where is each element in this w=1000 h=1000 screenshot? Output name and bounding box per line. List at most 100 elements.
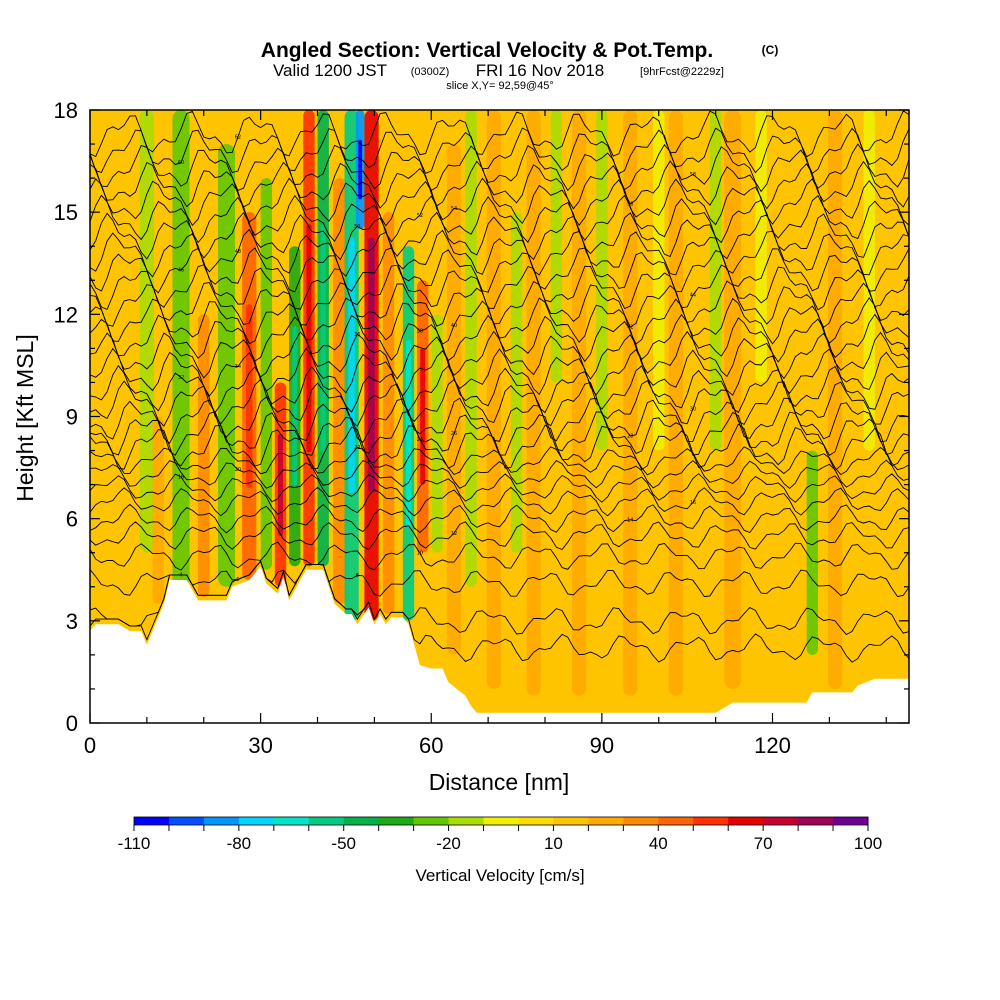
velocity-band-21 xyxy=(446,144,462,655)
theta-contour-label: 28 xyxy=(627,434,633,440)
velocity-band-6 xyxy=(217,144,236,587)
theta-contour-label: 42 xyxy=(627,325,633,331)
theta-contour-38 xyxy=(90,313,909,363)
colorbar-swatch xyxy=(658,817,694,825)
theta-contour-label: 10 xyxy=(417,551,423,557)
velocity-band-39 xyxy=(884,110,900,655)
y-tick-label: 12 xyxy=(54,302,78,327)
colorbar-swatch xyxy=(273,817,310,825)
velocity-band-33 xyxy=(724,110,742,689)
colorbar-label: Vertical Velocity [cm/s] xyxy=(415,866,584,885)
velocity-core-15 xyxy=(358,139,363,200)
velocity-band-23 xyxy=(486,110,501,689)
colorbar-swatch xyxy=(763,817,799,825)
theta-contour-label: 32 xyxy=(178,375,184,381)
velocity-band-31 xyxy=(668,110,683,696)
theta-contour-label: 54 xyxy=(451,206,457,212)
theta-contour-32 xyxy=(90,364,909,414)
theta-contour-8 xyxy=(90,560,909,598)
y-tick-label: 0 xyxy=(66,711,78,736)
x-tick-label: 30 xyxy=(248,733,272,758)
theta-contour-label: 22 xyxy=(354,445,360,451)
colorbar-swatch xyxy=(343,817,380,825)
velocity-band-20 xyxy=(431,314,443,553)
colorbar-swatch xyxy=(203,817,240,825)
theta-contour-label: 34 xyxy=(235,364,241,370)
theta-contour-label: 44 xyxy=(690,293,696,299)
colorbar-tick-label: 40 xyxy=(649,834,668,853)
theta-contour-6 xyxy=(90,560,909,636)
chart-title: Angled Section: Vertical Velocity & Pot.… xyxy=(261,39,713,62)
theta-contour-52 xyxy=(90,194,909,244)
subtitle-date: FRI 16 Nov 2018 xyxy=(476,61,605,80)
velocity-band-38 xyxy=(863,110,875,451)
theta-contour-30 xyxy=(90,378,909,428)
colorbar-swatch xyxy=(134,817,170,825)
theta-contour-42 xyxy=(90,280,909,329)
velocity-band-32 xyxy=(709,110,722,451)
colorbar-tick-label: -110 xyxy=(118,834,151,853)
velocity-band-27 xyxy=(572,110,587,696)
colorbar-swatch xyxy=(623,817,659,825)
x-axis-ticks: 0 30 60 90 120 xyxy=(84,110,887,758)
velocity-core-19 xyxy=(420,348,426,485)
x-tick-label: 120 xyxy=(754,733,791,758)
theta-contour-14 xyxy=(90,503,909,534)
colorbar-tick-label: -80 xyxy=(227,834,252,853)
theta-contour-56 xyxy=(90,160,909,210)
colorbar-swatch xyxy=(413,817,450,825)
theta-contour-12 xyxy=(90,521,909,551)
theta-contour-34 xyxy=(90,347,909,397)
theta-contour-label: 20 xyxy=(235,467,241,473)
y-tick-label: 15 xyxy=(54,200,78,225)
theta-contour-label: 40 xyxy=(451,323,457,329)
colorbar-tick-label: 10 xyxy=(544,834,563,853)
velocity-band-5 xyxy=(198,314,210,597)
theta-contour-label: 38 xyxy=(417,329,423,335)
x-axis-label: Distance [nm] xyxy=(429,769,570,795)
theta-contour-label: 52 xyxy=(417,213,423,219)
theta-contour-60 xyxy=(90,127,909,175)
subtitle-valid: Valid 1200 JST xyxy=(273,61,387,80)
colorbar-swatch xyxy=(728,817,764,825)
velocity-band-29 xyxy=(623,110,638,696)
theta-contour-28 xyxy=(90,396,909,444)
theta-contour-50 xyxy=(90,211,909,261)
colorbar-swatch xyxy=(238,817,275,825)
velocity-core-9 xyxy=(277,433,284,536)
colorbar-tick-label: -50 xyxy=(331,834,356,853)
x-tick-label: 0 xyxy=(84,733,96,758)
theta-contour-24 xyxy=(90,423,909,472)
theta-contour-label: 12 xyxy=(451,531,457,537)
velocity-band-28 xyxy=(596,110,608,451)
subtitle-utc: (0300Z) xyxy=(411,66,450,78)
theta-contour-46 xyxy=(90,247,909,294)
velocity-band-2 xyxy=(139,110,154,553)
theta-contour-label: 36 xyxy=(354,332,360,338)
colorbar-swatch xyxy=(693,817,729,825)
colorbar: -110 -80 -50 -20 10 40 70 100 xyxy=(118,816,882,853)
chart-title-units: (C) xyxy=(762,43,779,57)
colorbar-swatch xyxy=(588,817,624,825)
colorbar-swatch xyxy=(448,817,485,825)
y-tick-label: 18 xyxy=(54,98,78,123)
theta-contour-label: 6 xyxy=(236,577,239,583)
colorbar-swatch xyxy=(483,817,519,825)
theta-contour-label: 30 xyxy=(690,407,696,413)
theta-contour-label: 48 xyxy=(235,249,241,255)
velocity-core-10 xyxy=(292,326,298,487)
theta-contour-label: 26 xyxy=(451,431,457,437)
velocity-core-18 xyxy=(405,339,412,528)
velocity-band-3 xyxy=(152,416,164,604)
y-axis-label: Height [Kft MSL] xyxy=(12,334,38,501)
theta-contour-label: 8 xyxy=(356,573,359,579)
subtitle-forecast: [9hrFcst@2229z] xyxy=(640,66,724,78)
velocity-band-30 xyxy=(653,110,665,451)
theta-contour-label: 60 xyxy=(178,160,184,166)
colorbar-swatch xyxy=(553,817,589,825)
theta-contour-10 xyxy=(90,541,909,571)
subtitle-slice: slice X,Y= 92,59@45° xyxy=(446,80,554,92)
